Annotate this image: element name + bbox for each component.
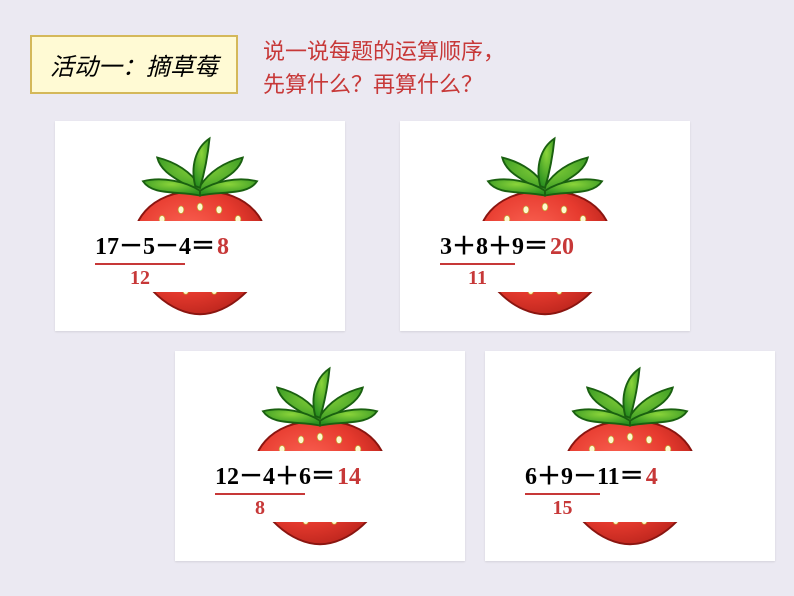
equation-text: 17－5－4＝8: [95, 226, 315, 261]
equation-expr: 17－5－4＝: [95, 234, 215, 260]
intermediate-result: 12: [95, 267, 185, 290]
math-overlay: 12－4＋6＝14 8: [205, 451, 445, 522]
equation-answer: 14: [337, 464, 361, 490]
math-overlay: 6＋9－11＝4 15: [515, 451, 755, 522]
cards-container: 17－5－4＝8 12: [0, 111, 794, 591]
equation-expr: 12－4＋6＝: [215, 464, 335, 490]
math-card: 12－4＋6＝14 8: [175, 351, 465, 561]
equation-text: 3＋8＋9＝20: [440, 226, 660, 261]
math-overlay: 17－5－4＝8 12: [85, 221, 325, 292]
step-underline: [525, 493, 600, 495]
math-overlay: 3＋8＋9＝20 11: [430, 221, 670, 292]
equation-answer: 8: [217, 234, 229, 260]
step-underline: [95, 263, 185, 265]
instruction-text: 说一说每题的运算顺序， 先算什么？再算什么？: [263, 35, 505, 101]
equation-answer: 4: [646, 464, 658, 490]
instruction-line-1: 说一说每题的运算顺序，: [263, 35, 505, 68]
equation-expr: 6＋9－11＝: [525, 464, 644, 490]
intermediate-result: 8: [215, 497, 305, 520]
equation-text: 6＋9－11＝4: [525, 456, 745, 491]
equation-text: 12－4＋6＝14: [215, 456, 435, 491]
math-card: 6＋9－11＝4 15: [485, 351, 775, 561]
activity-title-box: 活动一：摘草莓: [30, 35, 238, 94]
instruction-line-2: 先算什么？再算什么？: [263, 68, 505, 101]
equation-answer: 20: [550, 234, 574, 260]
math-card: 3＋8＋9＝20 11: [400, 121, 690, 331]
equation-expr: 3＋8＋9＝: [440, 234, 548, 260]
intermediate-result: 15: [525, 497, 600, 520]
step-underline: [215, 493, 305, 495]
math-card: 17－5－4＝8 12: [55, 121, 345, 331]
step-underline: [440, 263, 515, 265]
intermediate-result: 11: [440, 267, 515, 290]
